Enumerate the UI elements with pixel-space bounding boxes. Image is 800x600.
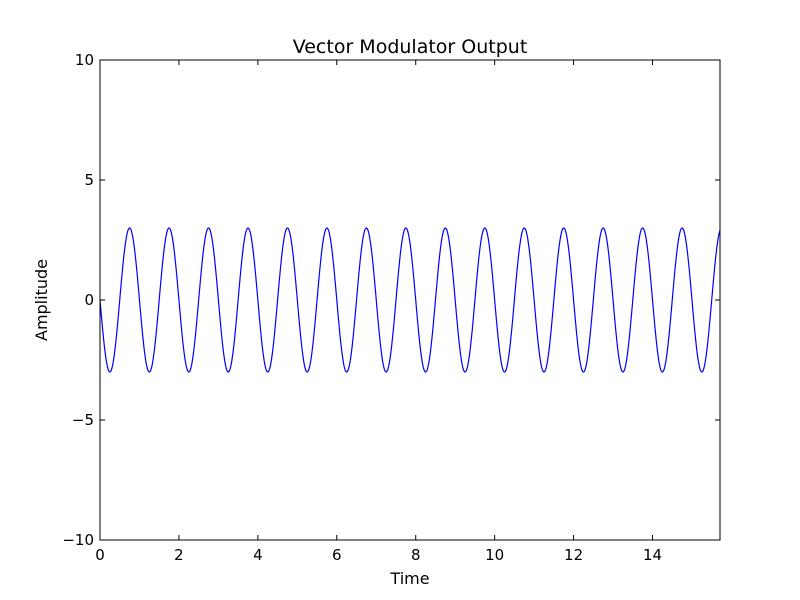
series-line-0 <box>99 227 721 373</box>
y-tick-label: 0 <box>84 291 94 309</box>
x-tick-label: 6 <box>332 546 342 564</box>
y-tick-label: −10 <box>62 531 94 549</box>
x-tick-label: 0 <box>95 546 105 564</box>
x-tick-label: 14 <box>643 546 662 564</box>
x-tick-label: 4 <box>253 546 263 564</box>
x-tick-label: 10 <box>485 546 504 564</box>
axis-ticks: 0 2 4 6 8 10 12 14 −10 −5 0 5 10 <box>62 51 720 564</box>
x-tick-label: 2 <box>174 546 184 564</box>
y-tick-label: −5 <box>72 411 94 429</box>
x-tick-label: 12 <box>564 546 583 564</box>
x-axis-title: Time <box>389 569 429 588</box>
y-tick-label: 5 <box>84 171 94 189</box>
y-tick-label: 10 <box>75 51 94 69</box>
x-tick-label: 8 <box>411 546 421 564</box>
axes-frame <box>99 59 721 541</box>
y-axis-title: Amplitude <box>32 259 51 341</box>
chart-title: Vector Modulator Output <box>293 36 528 58</box>
plot-area <box>99 227 721 373</box>
